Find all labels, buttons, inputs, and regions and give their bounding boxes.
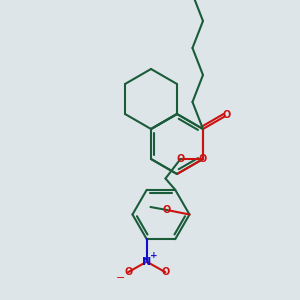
Text: O: O bbox=[199, 154, 207, 164]
Text: −: − bbox=[116, 273, 125, 283]
Text: O: O bbox=[222, 110, 230, 121]
Text: O: O bbox=[176, 154, 184, 164]
Text: O: O bbox=[124, 267, 132, 277]
Text: N: N bbox=[142, 257, 152, 267]
Text: +: + bbox=[149, 250, 157, 260]
Text: O: O bbox=[161, 267, 170, 277]
Text: O: O bbox=[163, 205, 171, 215]
